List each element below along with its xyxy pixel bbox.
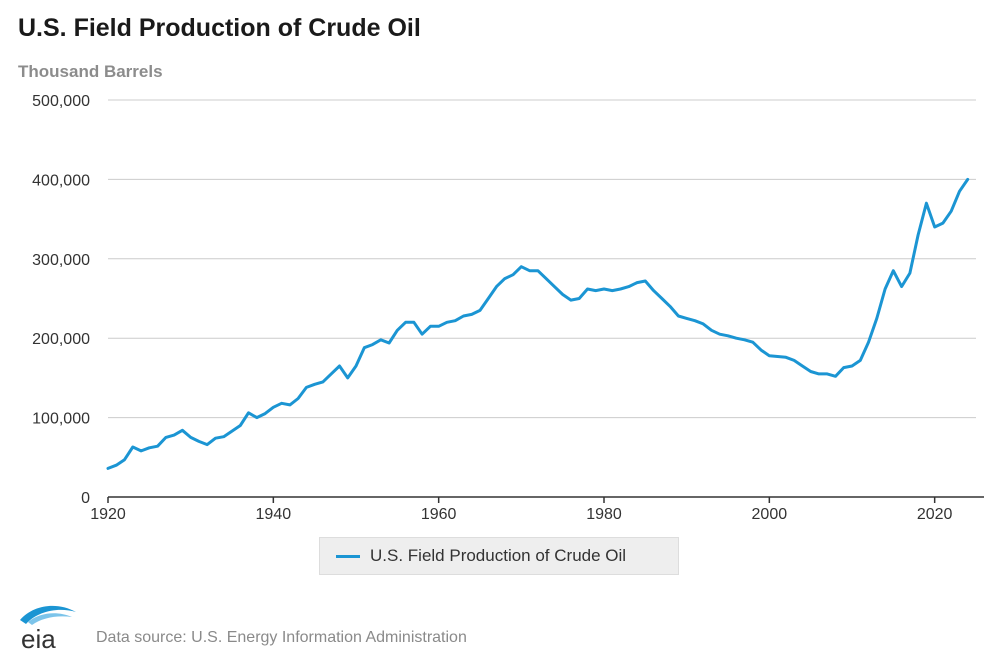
chart-subtitle: Thousand Barrels [18,62,163,81]
x-tick-label: 2020 [917,506,953,523]
line-chart: 0 100,000 200,000 300,000 400,000 500,000 192… [32,93,984,523]
legend-swatch [336,554,360,558]
grid-lines [108,99,976,419]
legend-label: U.S. Field Production of Crude Oil [370,546,627,565]
series-layer [106,177,970,470]
footer: eia Data source: U.S. Energy Information… [18,602,467,652]
x-axis: 1920 1940 1960 1980 2000 2020 [90,496,984,523]
y-tick-label: 300,000 [32,252,90,269]
y-tick-label: 100,000 [32,411,90,428]
y-tick-label: 0 [81,490,90,507]
y-axis: 0 100,000 200,000 300,000 400,000 500,000 [32,93,90,507]
y-tick-label: 200,000 [32,331,90,348]
eia-logo-text: eia [21,624,56,652]
chart-title: U.S. Field Production of Crude Oil [18,14,421,42]
x-tick-label: 1940 [256,506,292,523]
series-line [106,177,970,470]
x-tick-label: 2000 [752,506,788,523]
eia-logo: eia [20,605,76,652]
y-tick-label: 400,000 [32,172,90,189]
x-tick-label: 1920 [90,506,126,523]
x-tick-label: 1980 [586,506,622,523]
data-source: Data source: U.S. Energy Information Adm… [96,629,467,646]
legend-item[interactable]: U.S. Field Production of Crude Oil [319,537,679,575]
y-tick-label: 500,000 [32,93,90,110]
x-tick-label: 1960 [421,506,457,523]
